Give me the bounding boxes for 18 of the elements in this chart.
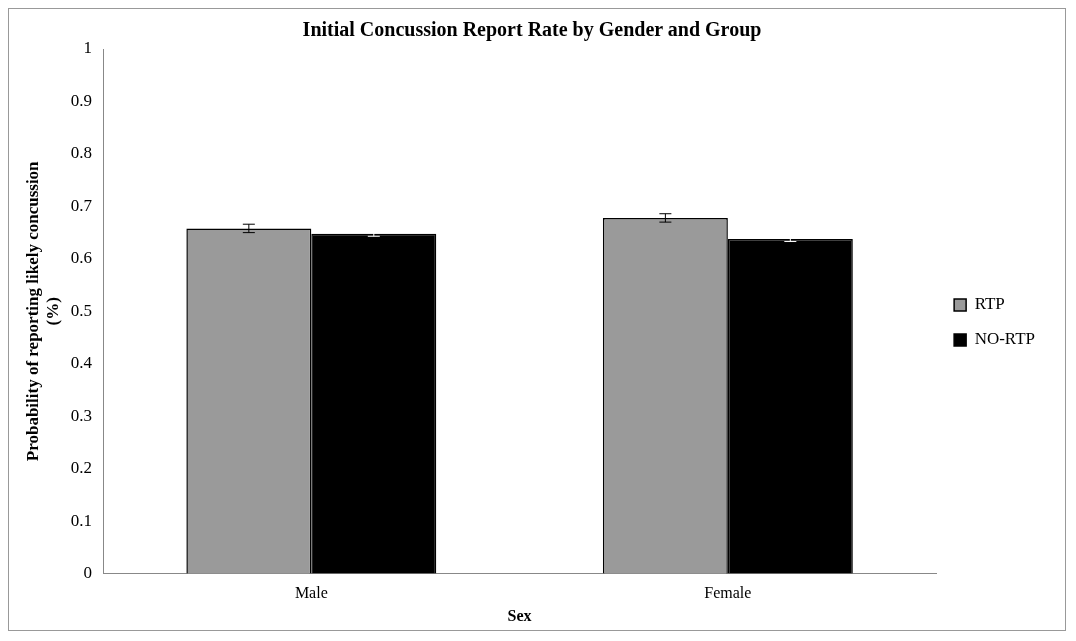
y-tick-label: 0.1: [70, 510, 93, 530]
x-tick-label: Male: [294, 584, 328, 602]
y-tick-label: 0.9: [70, 90, 93, 110]
x-axis-title: Sex: [507, 606, 532, 624]
y-tick-label: 0.6: [70, 248, 93, 268]
y-tick-label: 0.2: [70, 458, 93, 478]
y-tick-label: 0.7: [70, 195, 93, 215]
legend-label: NO-RTP: [974, 329, 1035, 349]
x-tick-label: Female: [704, 584, 752, 602]
y-axis-title: Probability of reporting likely concussion (%): [22, 160, 62, 462]
y-tick-label: 0.5: [70, 300, 93, 320]
chart-title: Initial Concussion Report Rate by Gender and Group: [302, 18, 762, 42]
y-tick-label: 1: [83, 38, 93, 58]
legend-label: RTP: [974, 294, 1005, 314]
y-tick-label: 0.8: [70, 143, 93, 163]
y-tick-label: 0.3: [70, 405, 93, 425]
y-tick-label: 0.4: [70, 353, 93, 373]
y-tick-label: 0: [83, 563, 93, 583]
